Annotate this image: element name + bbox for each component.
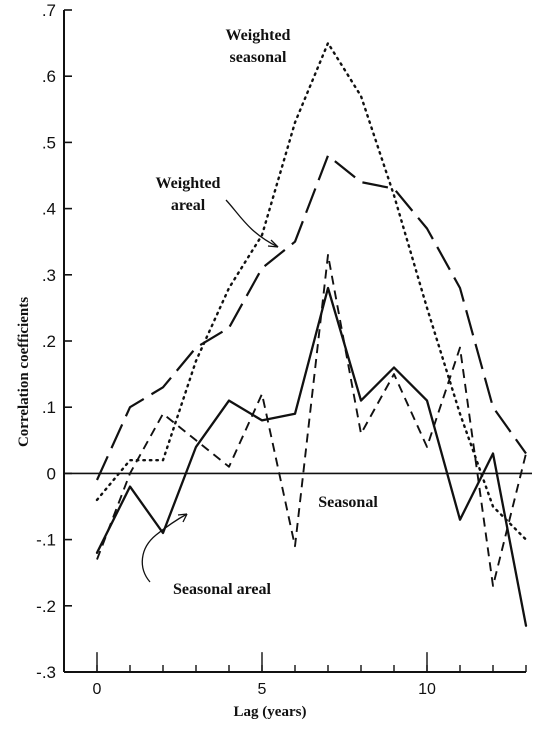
series-line-seasonal [96, 253, 527, 587]
series-line-seasonal-areal [95, 286, 528, 627]
y-tick-label: -.3 [36, 663, 56, 682]
tick-labels: -.3 -.2 -.1 0 .1 .2 .3 .4 .5 .6 .7 0 5 10 [36, 1, 436, 698]
y-axis-title: Correlation coefficients [16, 297, 32, 447]
y-tick-label: .1 [42, 398, 56, 417]
series-lines [95, 41, 528, 627]
y-tick-label: .5 [42, 133, 56, 152]
series-line-weighted-seasonal [95, 41, 528, 541]
y-tick-label: .6 [42, 67, 56, 86]
label-seasonal: Seasonal [318, 494, 378, 511]
y-tick-label: .2 [42, 332, 56, 351]
label-weighted-seasonal-line1: Weighted [226, 27, 291, 44]
y-tick-label: 0 [47, 464, 56, 483]
label-weighted-seasonal-line2: seasonal [230, 49, 287, 66]
weighted-areal-arrowhead [267, 239, 279, 248]
x-tick-label: 10 [418, 681, 436, 698]
label-seasonal-areal: Seasonal areal [173, 581, 271, 598]
axes [63, 9, 532, 673]
seasonal-areal-leader-arrow [141, 513, 188, 583]
label-weighted-areal-line1: Weighted [156, 175, 221, 192]
x-axis-title: Lag (years) [234, 704, 307, 720]
y-tick-label: .4 [42, 200, 56, 219]
weighted-areal-leader-arrow [225, 199, 279, 248]
x-tick-label: 0 [93, 681, 102, 698]
x-tick-label: 5 [258, 681, 267, 698]
label-weighted-areal-line2: areal [171, 197, 206, 214]
seasonal-areal-arrowhead [177, 513, 188, 523]
y-tick-label: -.1 [36, 531, 56, 550]
y-tick-label: -.2 [36, 597, 56, 616]
series-line-weighted-areal [95, 154, 527, 481]
y-tick-label: .7 [42, 1, 56, 20]
y-tick-label: .3 [42, 266, 56, 285]
